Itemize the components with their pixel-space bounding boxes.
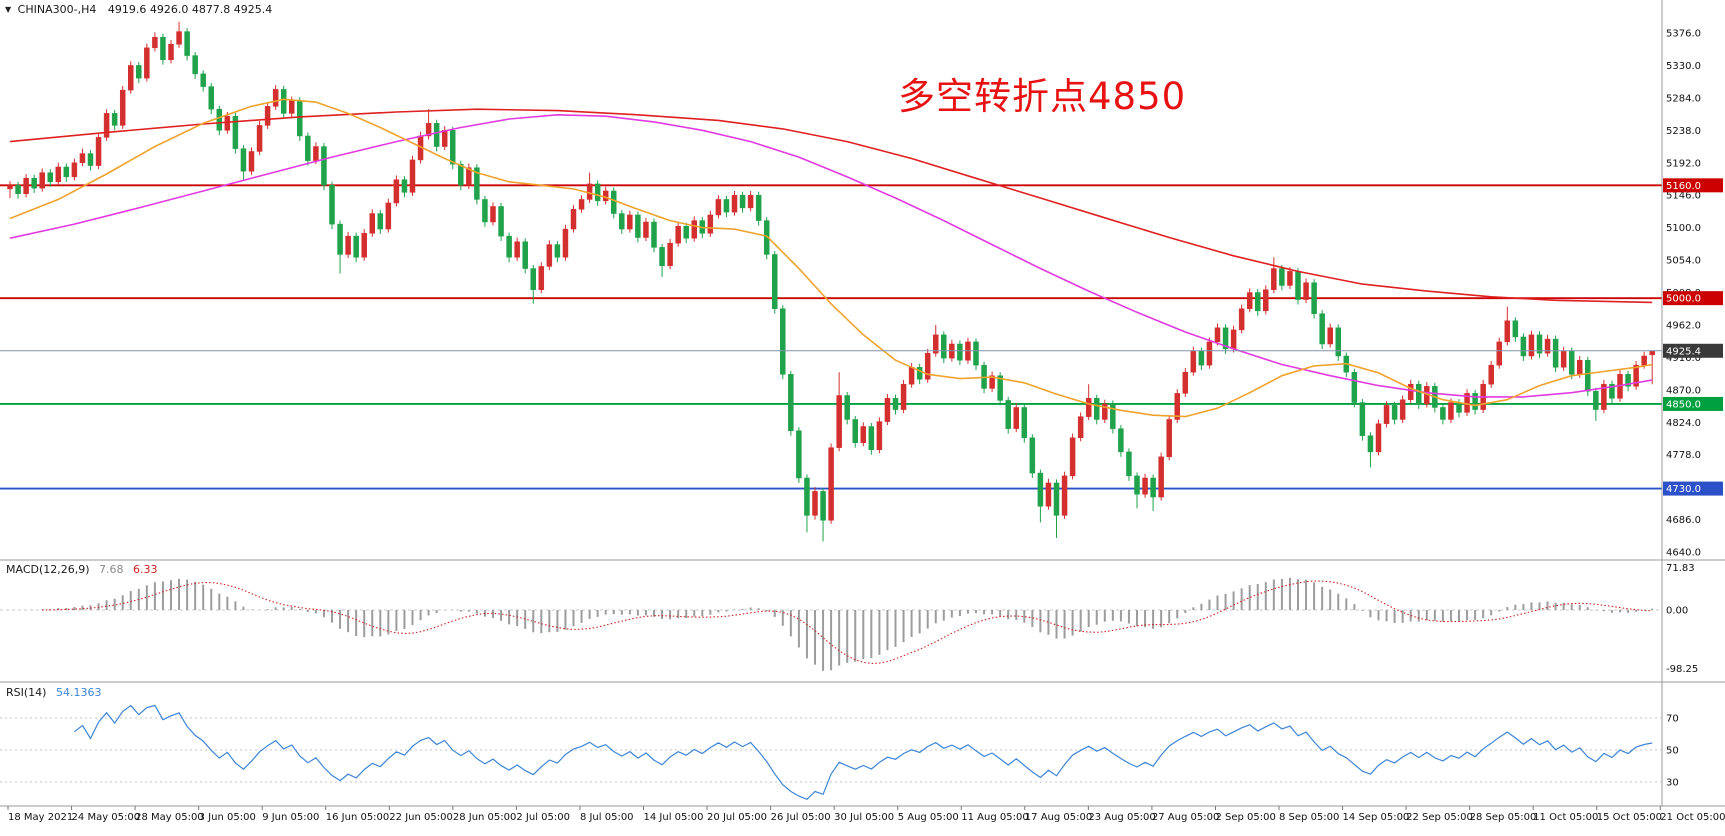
svg-text:17 Aug 05:00: 17 Aug 05:00 <box>1025 812 1092 823</box>
svg-text:22 Jun 05:00: 22 Jun 05:00 <box>389 812 453 823</box>
rsi-pane <box>0 704 1662 801</box>
svg-text:5 Aug 05:00: 5 Aug 05:00 <box>898 812 959 823</box>
svg-text:20 Jul 05:00: 20 Jul 05:00 <box>707 812 767 823</box>
svg-text:4962.0: 4962.0 <box>1666 320 1701 331</box>
svg-text:30: 30 <box>1666 778 1679 789</box>
macd-indicator-name: MACD(12,26,9) <box>6 563 90 576</box>
svg-text:3 Jun 05:00: 3 Jun 05:00 <box>199 812 256 823</box>
svg-text:4850.0: 4850.0 <box>1666 399 1701 410</box>
svg-text:11 Oct 05:00: 11 Oct 05:00 <box>1533 812 1598 823</box>
svg-text:28 Sep 05:00: 28 Sep 05:00 <box>1470 812 1537 823</box>
svg-text:23 Aug 05:00: 23 Aug 05:00 <box>1088 812 1155 823</box>
svg-text:22 Sep 05:00: 22 Sep 05:00 <box>1406 812 1473 823</box>
ma-line-slow <box>9 108 1653 304</box>
svg-text:5160.0: 5160.0 <box>1666 181 1701 192</box>
svg-text:26 Jul 05:00: 26 Jul 05:00 <box>771 812 831 823</box>
svg-text:30 Jul 05:00: 30 Jul 05:00 <box>834 812 894 823</box>
svg-text:71.83: 71.83 <box>1666 563 1695 574</box>
svg-text:4824.0: 4824.0 <box>1666 418 1701 429</box>
symbol-period-label: CHINA300-,H4 <box>17 3 97 16</box>
svg-text:14 Sep 05:00: 14 Sep 05:00 <box>1343 812 1410 823</box>
rsi-value: 54.1363 <box>55 686 102 699</box>
svg-text:50: 50 <box>1666 746 1679 757</box>
svg-text:4870.0: 4870.0 <box>1666 385 1701 396</box>
svg-text:18 May 2021: 18 May 2021 <box>8 812 73 823</box>
svg-text:4730.0: 4730.0 <box>1666 484 1701 495</box>
svg-text:5238.0: 5238.0 <box>1666 126 1701 137</box>
svg-text:14 Jul 05:00: 14 Jul 05:00 <box>644 812 704 823</box>
rsi-indicator-name: RSI(14) <box>6 686 47 699</box>
svg-text:2 Sep 05:00: 2 Sep 05:00 <box>1215 812 1275 823</box>
svg-text:9 Jun 05:00: 9 Jun 05:00 <box>262 812 319 823</box>
macd-signal-line <box>42 580 1653 665</box>
macd-value-signal: 6.33 <box>133 563 158 576</box>
annotation-text: 多空转折点4850 <box>898 75 1187 118</box>
horizontal-level-lines <box>0 184 1662 490</box>
svg-text:5284.0: 5284.0 <box>1666 93 1701 104</box>
macd-label: MACD(12,26,9) 7.68 6.33 <box>6 563 158 576</box>
svg-text:28 Jun 05:00: 28 Jun 05:00 <box>453 812 517 823</box>
svg-text:16 Jun 05:00: 16 Jun 05:00 <box>326 812 390 823</box>
rsi-line <box>74 704 1653 801</box>
svg-text:5330.0: 5330.0 <box>1666 61 1701 72</box>
svg-text:4686.0: 4686.0 <box>1666 515 1701 526</box>
svg-text:2 Jul 05:00: 2 Jul 05:00 <box>516 812 570 823</box>
svg-text:5100.0: 5100.0 <box>1666 223 1701 234</box>
svg-text:4640.0: 4640.0 <box>1666 548 1701 559</box>
svg-text:15 Oct 05:00: 15 Oct 05:00 <box>1597 812 1662 823</box>
svg-text:24 May 05:00: 24 May 05:00 <box>72 812 141 823</box>
svg-text:8 Sep 05:00: 8 Sep 05:00 <box>1279 812 1339 823</box>
svg-text:11 Aug 05:00: 11 Aug 05:00 <box>961 812 1028 823</box>
moving-average-lines <box>9 98 1653 418</box>
svg-text:-98.25: -98.25 <box>1666 664 1698 675</box>
svg-text:4778.0: 4778.0 <box>1666 450 1701 461</box>
chart-title: ▼ CHINA300-,H4 4919.6 4926.0 4877.8 4925… <box>5 3 272 16</box>
svg-text:4925.4: 4925.4 <box>1666 346 1701 357</box>
svg-text:27 Aug 05:00: 27 Aug 05:00 <box>1152 812 1219 823</box>
symbol-dropdown-icon[interactable]: ▼ <box>5 5 12 14</box>
svg-text:8 Jul 05:00: 8 Jul 05:00 <box>580 812 634 823</box>
svg-text:5000.0: 5000.0 <box>1666 294 1701 305</box>
macd-value-main: 7.68 <box>99 563 124 576</box>
rsi-label: RSI(14) 54.1363 <box>6 686 101 699</box>
svg-text:0.00: 0.00 <box>1666 606 1688 617</box>
macd-axis[interactable]: 71.83 0.00 -98.25 <box>1666 563 1698 675</box>
svg-text:5376.0: 5376.0 <box>1666 29 1701 40</box>
ma-line-fast <box>9 98 1653 418</box>
svg-text:5146.0: 5146.0 <box>1666 191 1701 202</box>
svg-text:5054.0: 5054.0 <box>1666 256 1701 267</box>
svg-text:21 Oct 05:00: 21 Oct 05:00 <box>1660 812 1725 823</box>
svg-text:4916.0: 4916.0 <box>1666 353 1701 364</box>
macd-histogram <box>25 577 1654 671</box>
ma-line-mid <box>9 114 1653 398</box>
svg-text:28 May 05:00: 28 May 05:00 <box>135 812 204 823</box>
price-axis[interactable]: 5376.0 5330.0 5284.0 5238.0 5192.0 5146.0 5100… <box>1663 29 1723 559</box>
ohlc-values: 4919.6 4926.0 4877.8 4925.4 <box>107 3 273 16</box>
svg-text:5192.0: 5192.0 <box>1666 158 1701 169</box>
candlesticks[interactable] <box>7 21 1655 542</box>
svg-text:70: 70 <box>1666 714 1679 725</box>
rsi-axis[interactable]: 70 50 30 <box>1666 714 1679 789</box>
